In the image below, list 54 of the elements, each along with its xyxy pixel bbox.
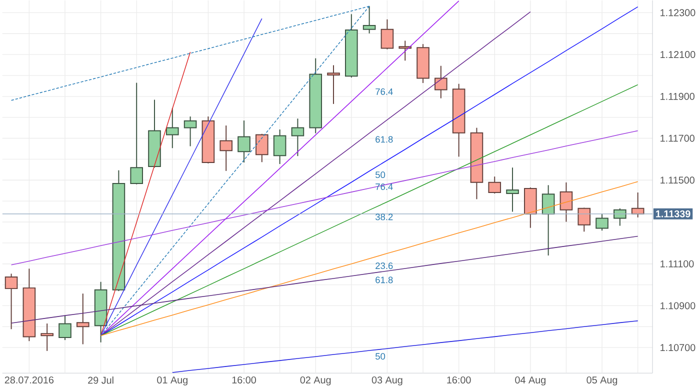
x-tick-label: 02 Aug — [300, 376, 331, 386]
y-tick-label: 1.12100 — [660, 51, 696, 58]
candlestick — [398, 40, 412, 62]
y-tick-label: 1.11900 — [660, 92, 694, 100]
x-tick-label: 16:00 — [447, 376, 471, 384]
annotation: 50 — [376, 172, 386, 178]
candlestick — [238, 120, 250, 164]
x-tick-label: 04 Aug — [515, 376, 546, 386]
y-tick-label: 1.10900 — [660, 302, 696, 310]
annotation: 61.8 — [376, 136, 393, 143]
candlestick — [220, 125, 232, 172]
candlestick — [166, 107, 179, 149]
candlestick — [40, 323, 54, 352]
y-tick-label: 1.12300 — [660, 9, 696, 16]
candlestick — [76, 293, 90, 345]
candlestick — [542, 184, 555, 256]
x-tick-label: 16:00 — [232, 376, 256, 384]
x-tick-label: 05 Aug — [586, 376, 618, 386]
y-tick-label: 1.11700 — [660, 134, 694, 142]
annotation: 61.8 — [376, 276, 393, 284]
line-series — [100, 52, 191, 336]
candlestick — [614, 208, 626, 226]
candlestick — [506, 167, 519, 212]
x-tick-label: 01 Aug — [157, 376, 188, 386]
candlestick — [184, 116, 197, 147]
x-tick-label: 29 Jul — [88, 376, 114, 384]
annotation: 76.4 — [376, 183, 393, 190]
x-tick-label: 03 Aug — [372, 376, 402, 386]
annotation: 23.6 — [376, 262, 393, 270]
candlestick — [560, 182, 573, 222]
annotation: 76.4 — [376, 88, 393, 95]
candlestick — [273, 128, 286, 165]
candlestick — [380, 18, 394, 50]
line-series — [172, 320, 638, 373]
candlestick — [362, 6, 376, 34]
candlestick — [596, 214, 608, 232]
candlestick — [130, 82, 143, 185]
annotation: 50 — [376, 353, 386, 360]
annotation: 38.2 — [375, 214, 393, 220]
candlestick — [434, 65, 448, 99]
line-series — [100, 11, 531, 336]
candlestick — [631, 192, 644, 218]
y-tick-label: 1.11100 — [660, 260, 694, 268]
candlestick — [256, 133, 268, 163]
line-series — [100, 18, 262, 336]
ref-line-label: 1.11339 — [656, 210, 690, 218]
candlestick — [488, 176, 502, 194]
candlestick — [58, 315, 72, 341]
candlestick — [291, 118, 304, 157]
y-tick-label: 1.10700 — [660, 344, 696, 352]
candlestick — [327, 64, 340, 104]
candlestick — [4, 273, 18, 330]
x-tick-label: 28.07.2016 — [4, 376, 54, 384]
y-tick-label: 1.11500 — [660, 176, 694, 184]
